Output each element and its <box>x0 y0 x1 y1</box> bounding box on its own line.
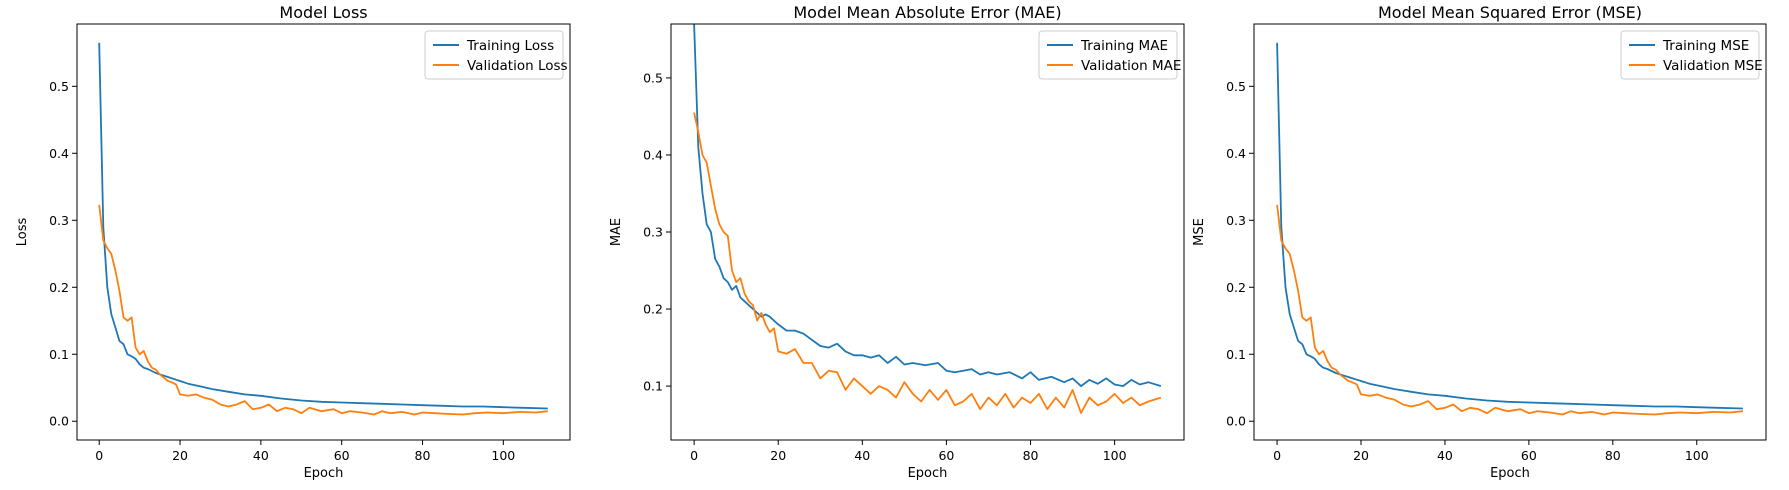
x-axis-label: Epoch <box>908 466 948 481</box>
y-tick-label: 0.3 <box>49 213 69 228</box>
series-line-validation <box>1276 204 1743 416</box>
x-tick-label: 0 <box>1273 448 1281 463</box>
chart-panel-2: 0 20 40 60 80 100 0.1 0.2 0.3 0.4 0.5 Model Mean Ab… <box>609 3 1185 481</box>
x-tick-label: 0 <box>690 448 698 463</box>
legend: Training MSE Validation MSE <box>1620 30 1763 80</box>
x-tick-label: 40 <box>1437 448 1453 463</box>
x-tick-label: 80 <box>1605 448 1621 463</box>
y-tick-label: 0.4 <box>643 147 663 162</box>
x-tick-label: 40 <box>854 448 870 463</box>
x-tick-label: 60 <box>1521 448 1537 463</box>
y-axis-label: Loss <box>15 218 30 247</box>
legend-box <box>424 30 564 80</box>
y-tick-label: 0.1 <box>643 379 663 394</box>
y-tick-label: 0.1 <box>1226 347 1246 362</box>
y-axis-label: MAE <box>609 218 624 246</box>
y-tick-label: 0.4 <box>1226 146 1246 161</box>
legend-label: Training MAE <box>1080 38 1168 54</box>
x-tick-label: 40 <box>253 448 269 463</box>
legend-label: Validation MSE <box>1663 58 1763 74</box>
y-tick-label: 0.5 <box>49 79 69 94</box>
y-tick-label: 0.2 <box>1226 280 1246 295</box>
x-tick-label: 100 <box>491 448 515 463</box>
y-tick-label: 0.2 <box>643 302 663 317</box>
chart-panel-1: 0 20 40 60 80 100 0.0 0.1 0.2 0.3 0.4 0.5 Model Loss… <box>15 3 571 481</box>
axes-frame <box>1253 23 1767 441</box>
chart-title: Model Mean Absolute Error (MAE) <box>793 3 1061 22</box>
legend-label: Training Loss <box>466 38 554 54</box>
x-tick-label: 60 <box>938 448 954 463</box>
y-tick-label: 0.1 <box>49 347 69 362</box>
x-axis-label: Epoch <box>304 466 344 481</box>
x-tick-label: 20 <box>1353 448 1369 463</box>
series-line-validation <box>693 112 1162 414</box>
legend-label: Validation Loss <box>467 58 568 74</box>
y-tick-label: 0.5 <box>1226 79 1246 94</box>
chart-panel-3: 0 20 40 60 80 100 0.0 0.1 0.2 0.3 0.4 0.5 Model Mean… <box>1192 3 1767 481</box>
series-line-validation <box>98 204 548 416</box>
x-tick-label: 80 <box>415 448 431 463</box>
y-tick-label: 0.3 <box>643 225 663 240</box>
x-tick-label: 60 <box>334 448 350 463</box>
y-tick-label: 0.4 <box>49 146 69 161</box>
legend-label: Training MSE <box>1662 38 1749 54</box>
legend-label: Validation MAE <box>1081 58 1181 74</box>
x-axis-label: Epoch <box>1490 466 1530 481</box>
x-tick-label: 0 <box>95 448 103 463</box>
y-tick-label: 0.5 <box>643 70 663 85</box>
y-tick-label: 0.0 <box>1226 414 1246 429</box>
x-tick-label: 100 <box>1103 448 1127 463</box>
legend: Training Loss Validation Loss <box>424 30 568 80</box>
series-line-training <box>1276 42 1743 410</box>
legend-box <box>1038 30 1178 80</box>
y-tick-label: 0.2 <box>49 280 69 295</box>
x-tick-label: 100 <box>1685 448 1709 463</box>
axes-frame <box>670 23 1185 441</box>
series-line-training <box>98 42 548 410</box>
chart-title: Model Loss <box>279 3 367 22</box>
legend-box <box>1620 30 1760 80</box>
axes-frame <box>76 23 571 441</box>
legend: Training MAE Validation MAE <box>1038 30 1181 80</box>
y-axis-label: MSE <box>1192 218 1207 246</box>
chart-title: Model Mean Squared Error (MSE) <box>1378 3 1642 22</box>
y-tick-label: 0.0 <box>49 414 69 429</box>
series-line-training <box>693 23 1162 387</box>
y-tick-label: 0.3 <box>1226 213 1246 228</box>
x-tick-label: 20 <box>770 448 786 463</box>
x-tick-label: 80 <box>1023 448 1039 463</box>
x-tick-label: 20 <box>172 448 188 463</box>
